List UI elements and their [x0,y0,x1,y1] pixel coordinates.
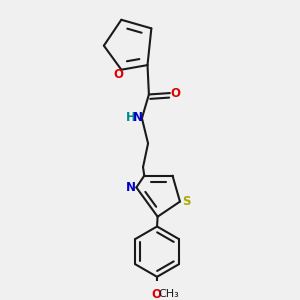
Text: N: N [126,181,136,194]
Text: O: O [170,87,180,100]
Text: N: N [133,111,143,124]
Text: O: O [113,68,123,81]
Text: CH₃: CH₃ [159,290,179,299]
Text: O: O [151,288,161,300]
Text: S: S [182,195,190,208]
Text: H: H [126,111,136,124]
